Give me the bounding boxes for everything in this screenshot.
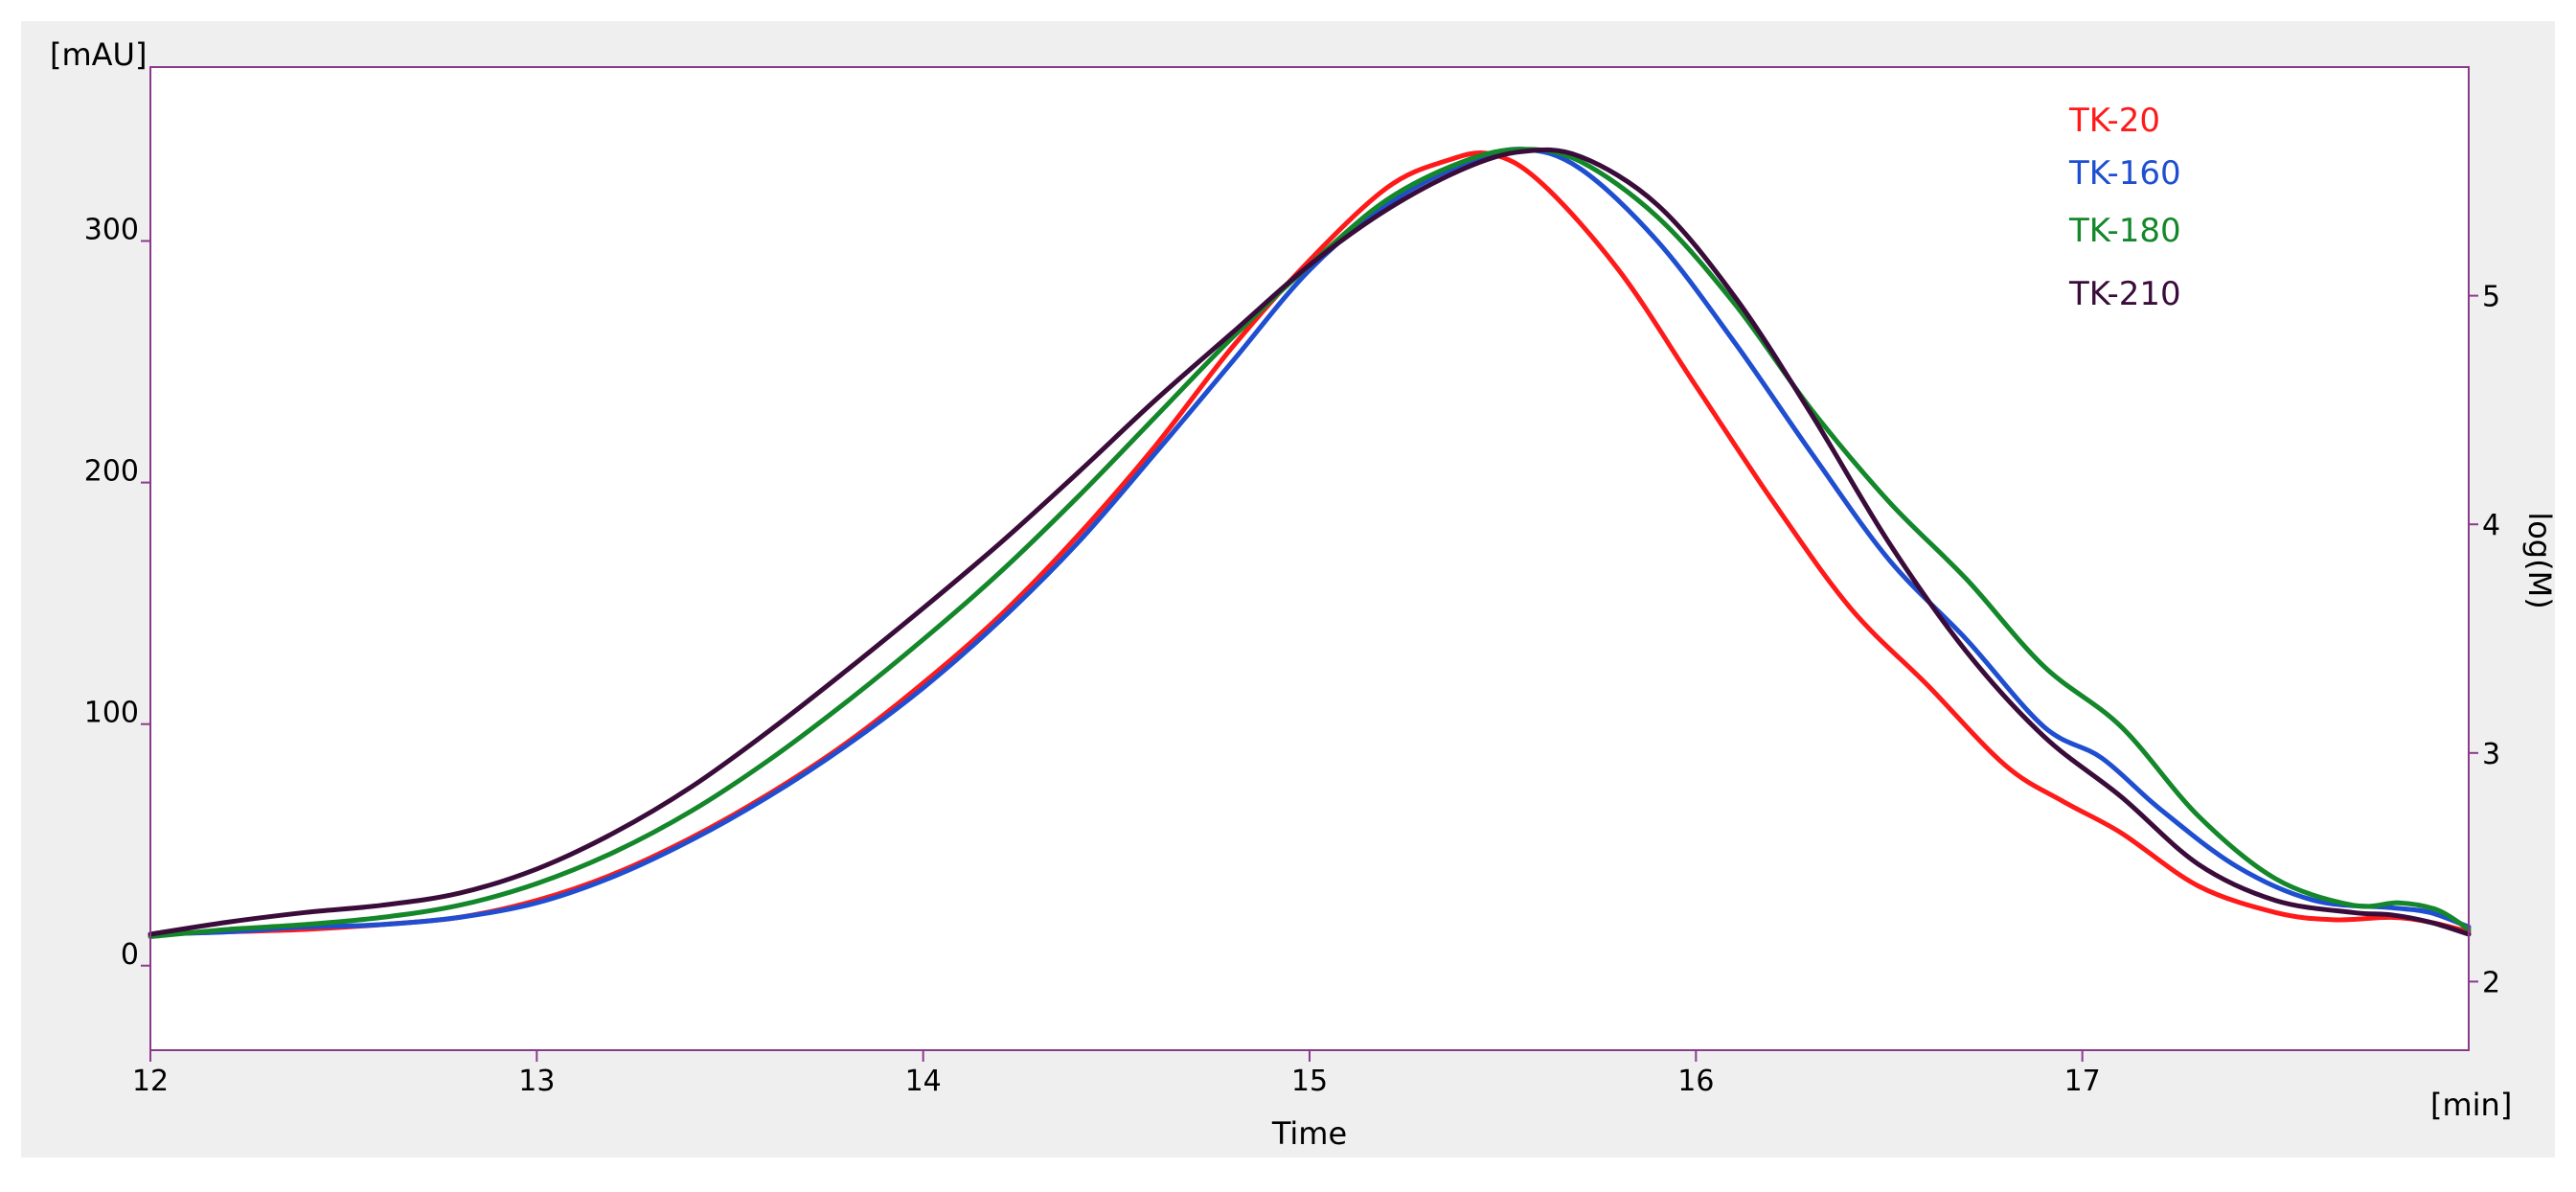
series-layer bbox=[148, 147, 2472, 939]
y2-tick-label: 5 bbox=[2482, 281, 2500, 314]
legend-entry-tk-210: TK-210 bbox=[2068, 275, 2181, 313]
y-tick-label: 200 bbox=[84, 455, 139, 489]
x-tick-label: 17 bbox=[2064, 1065, 2101, 1098]
y2-tick-label: 2 bbox=[2482, 966, 2500, 999]
y-tick-label: 100 bbox=[84, 697, 139, 730]
plot-area bbox=[150, 67, 2469, 1050]
legend-entry-tk-160: TK-160 bbox=[2068, 154, 2181, 193]
y-axis-right: 2 3 4 5 bbox=[2469, 281, 2500, 999]
x-tick-label: 13 bbox=[518, 1065, 555, 1098]
x-tick-label: 15 bbox=[1291, 1065, 1328, 1098]
series-line-tk-180 bbox=[148, 147, 2472, 939]
y-unit-label: [mAU] bbox=[50, 36, 147, 73]
y2-tick-label: 3 bbox=[2482, 738, 2500, 771]
y-tick-label: 0 bbox=[121, 938, 139, 972]
y2-tick-label: 4 bbox=[2482, 509, 2500, 542]
x-tick-label: 14 bbox=[905, 1065, 942, 1098]
y2-axis-label: log(M) bbox=[2521, 512, 2558, 608]
legend-entry-tk-180: TK-180 bbox=[2068, 212, 2181, 250]
x-tick-label: 16 bbox=[1677, 1065, 1714, 1098]
x-axis: 12 13 14 15 16 17 bbox=[132, 1050, 2101, 1098]
series-line-tk-210 bbox=[148, 147, 2472, 937]
series-line-tk-160 bbox=[148, 147, 2472, 937]
x-unit-label: [min] bbox=[2430, 1087, 2512, 1123]
legend-entry-tk-20: TK-20 bbox=[2068, 102, 2160, 140]
y-tick-label: 300 bbox=[84, 214, 139, 247]
x-tick-label: 12 bbox=[132, 1065, 169, 1098]
y-axis-left: 0 100 200 300 bbox=[84, 214, 150, 972]
legend: TK-20 TK-160 TK-180 TK-210 bbox=[2068, 102, 2181, 313]
x-axis-label: Time bbox=[1271, 1115, 1347, 1152]
